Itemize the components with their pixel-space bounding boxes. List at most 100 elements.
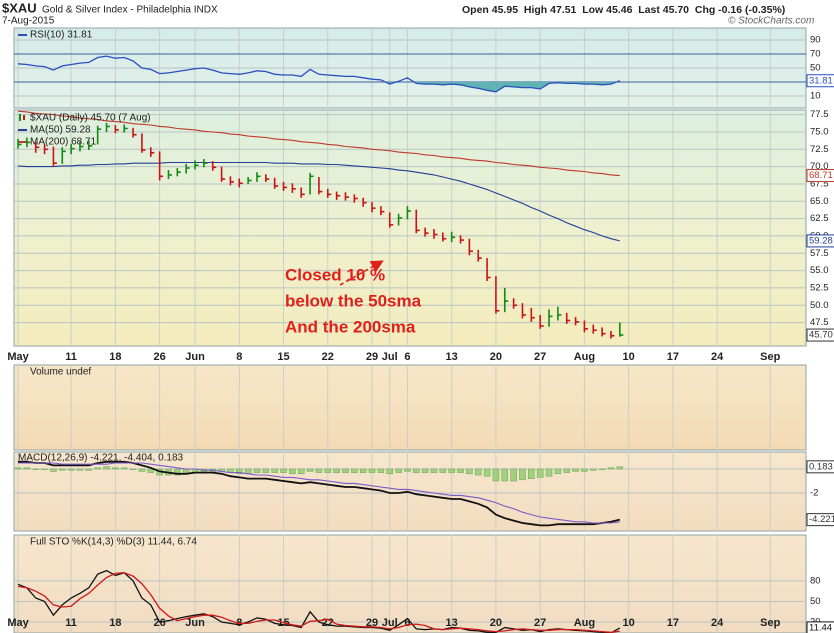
histogram-bar <box>253 468 261 473</box>
y-tick-label: 52.5 <box>810 282 829 293</box>
histogram-bar <box>536 468 544 478</box>
y-tick-label: 57.5 <box>810 248 829 259</box>
histogram-bar <box>616 466 624 470</box>
last-value-label: 59.28 <box>809 235 833 246</box>
x-tick-label: Aug <box>574 351 595 363</box>
histogram-bar <box>41 468 48 470</box>
histogram-bar <box>271 468 278 473</box>
histogram-bar <box>413 468 420 473</box>
histogram-bar <box>297 468 305 475</box>
last-value-label: 11.44 <box>809 622 832 633</box>
x-tick-label: Sep <box>760 617 780 629</box>
panel-background <box>13 364 807 451</box>
panel-title: MACD(12,26,9) -4.221, -4.404, 0.183 <box>18 453 184 464</box>
last-value-label: 68.71 <box>809 170 833 181</box>
histogram-bar <box>138 468 146 472</box>
histogram-bar <box>67 468 75 471</box>
x-tick-label: May <box>7 617 29 629</box>
x-tick-label: Jun <box>185 617 205 629</box>
y-tick-label: 70 <box>810 49 821 60</box>
last-value-box <box>806 460 834 474</box>
histogram-bar <box>315 468 323 473</box>
histogram-bar <box>563 468 570 473</box>
histogram-bar <box>501 468 509 482</box>
x-tick-label: 26 <box>154 617 166 629</box>
x-tick-label: 20 <box>490 351 502 363</box>
index-name: Gold & Silver Index - Philadelphia INDX <box>42 5 218 16</box>
histogram-bar <box>351 468 358 473</box>
y-tick-label: 10 <box>810 91 821 102</box>
x-tick-label: 17 <box>667 351 679 363</box>
date: 7-Aug-2015 <box>2 16 55 27</box>
histogram-bar <box>448 468 455 473</box>
last-value-label: -4.221 <box>809 514 834 525</box>
histogram-bar <box>590 468 597 471</box>
legend-label: $XAU (Daily) 45.70 (7 Aug) <box>30 113 151 124</box>
x-tick-label: 29 <box>366 617 378 629</box>
x-tick-label: 27 <box>534 351 546 363</box>
x-tick-label: 6 <box>404 351 410 363</box>
y-tick-label: 75.0 <box>810 126 829 137</box>
y-tick-label: -2 <box>810 488 818 499</box>
histogram-bar <box>395 468 402 473</box>
panel-background <box>13 109 807 347</box>
x-tick-label: 11 <box>65 617 77 629</box>
x-tick-label: 24 <box>711 617 724 629</box>
y-tick-label: 55.0 <box>810 265 829 276</box>
x-tick-label: May <box>7 351 29 363</box>
x-tick-label: 17 <box>667 617 679 629</box>
y-tick-label: 62.5 <box>810 213 829 224</box>
y-tick-label: 70.0 <box>810 161 829 172</box>
histogram-bar <box>103 466 110 470</box>
last-value-label: 0.183 <box>809 461 833 472</box>
histogram-bar <box>23 467 31 470</box>
histogram-bar <box>280 468 287 473</box>
histogram-bar <box>59 468 66 471</box>
histogram-bar <box>112 467 119 470</box>
y-tick-label: 72.5 <box>810 144 829 155</box>
histogram-bar <box>519 468 526 481</box>
histogram-bar <box>324 468 332 473</box>
x-tick-label: Sep <box>760 351 780 363</box>
x-tick-label: 18 <box>109 351 121 363</box>
y-tick-label: 50 <box>810 596 821 607</box>
histogram-bar <box>85 468 93 471</box>
last-value-box <box>806 169 834 183</box>
x-tick-label: 10 <box>623 617 635 629</box>
last-value-box <box>806 234 834 248</box>
last-value-label: 31.81 <box>809 75 833 86</box>
x-tick-label: 22 <box>322 351 334 363</box>
x-tick-label: 24 <box>711 351 724 363</box>
histogram-bar <box>368 468 376 473</box>
macd-line <box>18 462 620 524</box>
x-tick-label: 26 <box>154 351 166 363</box>
histogram-bar <box>377 468 385 473</box>
panel-background <box>13 534 807 633</box>
x-tick-label: 13 <box>446 617 458 629</box>
histogram-bar <box>147 468 155 473</box>
y-tick-label: 50.0 <box>810 300 829 311</box>
histogram-bar <box>94 467 101 470</box>
annotation-arrow <box>339 260 384 286</box>
histogram-bar <box>474 468 482 476</box>
y-tick-label: 50 <box>810 63 821 74</box>
annotation: below the 50sma <box>285 291 422 310</box>
legend-label: MA(50) 59.28 <box>30 125 91 136</box>
symbol: $XAU <box>2 0 37 15</box>
x-tick-label: Jun <box>185 351 205 363</box>
y-tick-label: 77.5 <box>810 109 829 120</box>
histogram-bar <box>545 468 553 477</box>
annotation: Closed 10 % <box>285 265 385 284</box>
macd-line <box>18 460 621 527</box>
histogram-bar <box>510 468 517 482</box>
histogram-bar <box>50 468 57 472</box>
x-tick-label: Aug <box>574 617 595 629</box>
panel-title: Volume undef <box>30 367 91 378</box>
histogram-bar <box>483 468 491 477</box>
indicator-line <box>17 569 621 633</box>
quote: Open 45.95 High 47.51 Low 45.46 Last 45.… <box>462 4 785 16</box>
histogram-bar <box>236 468 243 475</box>
x-tick-label: 29 <box>366 351 378 363</box>
histogram-bar <box>581 468 588 472</box>
histogram-bar <box>404 468 411 472</box>
